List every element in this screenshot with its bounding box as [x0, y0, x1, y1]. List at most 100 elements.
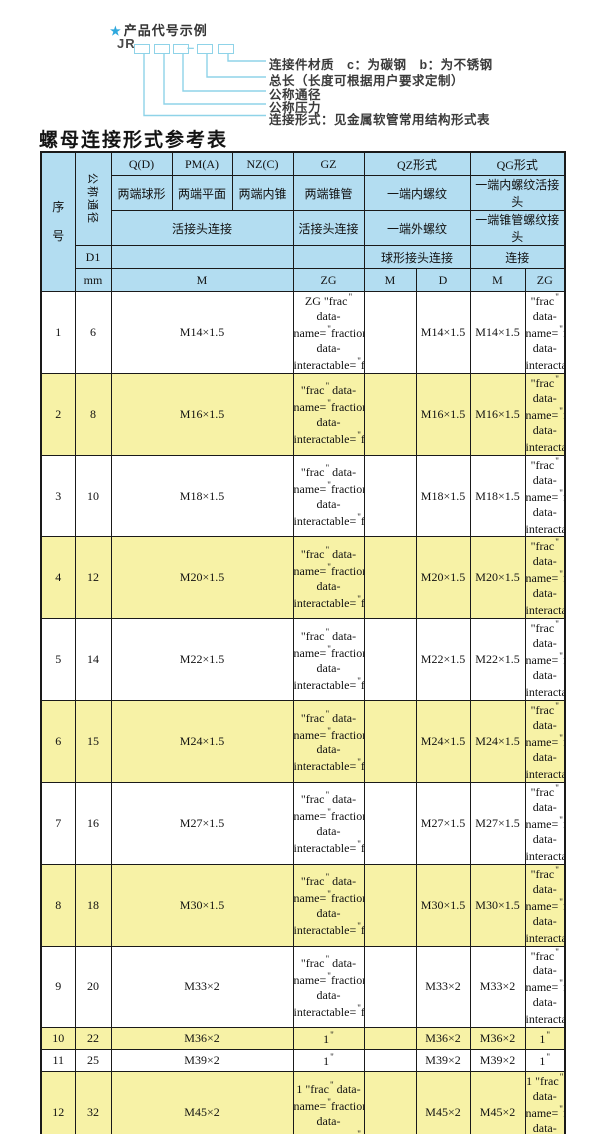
header-pma: PM(A)	[172, 152, 232, 176]
cell-qz-d: M36×2	[416, 1028, 470, 1050]
inch-mark: "	[555, 456, 559, 466]
cell-serial: 3	[41, 455, 75, 537]
inch-mark: "	[325, 709, 329, 719]
inch-mark: "	[357, 1003, 361, 1013]
inch-mark: "	[325, 872, 329, 882]
inch-mark: "	[301, 465, 306, 479]
cell-qz-d: M20×1.5	[416, 537, 470, 619]
inch-mark: "	[327, 889, 331, 899]
cell-m: M36×2	[111, 1028, 293, 1050]
cell-qg-zg: "frac" data-name="fraction" data-interac…	[525, 782, 565, 864]
cell-qg-m: M24×1.5	[470, 701, 525, 783]
inch-mark: "	[325, 381, 329, 391]
header-empty-cell	[111, 246, 293, 269]
header-row-2: 两端球形 两端平面 两端内锥 两端锥管 一端内螺纹 一端内螺纹活接头	[41, 176, 565, 211]
cell-mm: 18	[75, 864, 111, 946]
cell-qz-d: M16×1.5	[416, 373, 470, 455]
cell-qg-m: M27×1.5	[470, 782, 525, 864]
header-qd: Q(D)	[111, 152, 172, 176]
cell-qz-m	[364, 1072, 416, 1134]
cell-qz-m	[364, 455, 416, 537]
header-qg-form: QG形式	[470, 152, 565, 176]
cell-m: M20×1.5	[111, 537, 293, 619]
cell-qz-m	[364, 373, 416, 455]
inch-mark: "	[531, 621, 536, 635]
cell-m: M27×1.5	[111, 782, 293, 864]
header-both-ends-inner-cone: 两端内锥	[232, 176, 293, 211]
cell-m: M16×1.5	[111, 373, 293, 455]
header-gz: GZ	[293, 152, 364, 176]
inch-mark: "	[531, 294, 536, 308]
inch-mark: "	[357, 356, 361, 366]
cell-serial: 2	[41, 373, 75, 455]
inch-mark: "	[555, 947, 559, 957]
header-qz-form: QZ形式	[364, 152, 470, 176]
cell-serial: 4	[41, 537, 75, 619]
cell-qg-m: M45×2	[470, 1072, 525, 1134]
header-one-end-female-union: 一端内螺纹活接头	[470, 176, 565, 211]
cell-zg: 1"	[293, 1050, 364, 1072]
header-row-4: D1 球形接头连接 连接	[41, 246, 565, 269]
cell-qz-d: M14×1.5	[416, 292, 470, 374]
inch-mark: "	[327, 480, 331, 490]
header-empty-cell	[293, 246, 364, 269]
inch-mark: "	[555, 783, 559, 793]
inch-mark: "	[327, 324, 331, 334]
header-both-ends-flat: 两端平面	[172, 176, 232, 211]
cell-serial: 1	[41, 292, 75, 374]
header-serial-label: 序号	[52, 193, 64, 251]
cell-serial: 7	[41, 782, 75, 864]
header-one-end-male-thread: 一端外螺纹	[364, 211, 470, 246]
inch-mark: "	[559, 324, 563, 334]
cell-zg: 1 "frac" data-name="fraction" data-inter…	[293, 1072, 364, 1134]
cell-mm: 16	[75, 782, 111, 864]
inch-mark: "	[555, 701, 559, 711]
header-connection: 连接	[470, 246, 565, 269]
inch-mark: "	[324, 294, 329, 308]
cell-zg: "frac" data-name="fraction" data-interac…	[293, 537, 364, 619]
inch-mark: "	[325, 627, 329, 637]
inch-mark: "	[357, 921, 361, 931]
cell-mm: 6	[75, 292, 111, 374]
inch-mark: "	[559, 815, 563, 825]
cell-zg: "frac" data-name="fraction" data-interac…	[293, 946, 364, 1028]
header-one-end-female-thread: 一端内螺纹	[364, 176, 470, 211]
cell-qz-m	[364, 537, 416, 619]
cell-mm: 22	[75, 1028, 111, 1050]
cell-zg: "frac" data-name="fraction" data-interac…	[293, 782, 364, 864]
inch-mark: "	[531, 948, 536, 962]
header-row-3: 活接头连接 活接头连接 一端外螺纹 一端锥管螺纹接头	[41, 211, 565, 246]
inch-mark: "	[555, 292, 559, 302]
inch-mark: "	[357, 512, 361, 522]
header-qg-m: M	[470, 269, 525, 292]
cell-m: M24×1.5	[111, 701, 293, 783]
cell-qg-zg: 1 "frac" data-name="fraction" data-inter…	[525, 1072, 565, 1134]
cell-qz-m	[364, 701, 416, 783]
cell-qg-zg: "frac" data-name="fraction" data-interac…	[525, 864, 565, 946]
inch-mark: "	[531, 785, 536, 799]
header-m-span: M	[111, 269, 293, 292]
inch-mark: "	[357, 757, 361, 767]
cell-qz-m	[364, 946, 416, 1028]
inch-mark: "	[327, 807, 331, 817]
inch-mark: "	[559, 569, 563, 579]
cell-m: M45×2	[111, 1072, 293, 1134]
cell-qz-m	[364, 292, 416, 374]
inch-mark: "	[301, 792, 306, 806]
inch-mark: "	[555, 865, 559, 875]
inch-mark: "	[330, 1052, 334, 1062]
inch-mark: "	[325, 790, 329, 800]
cell-m: M39×2	[111, 1050, 293, 1072]
header-both-ends-taper-pipe: 两端锥管	[293, 176, 364, 211]
cell-qz-d: M30×1.5	[416, 864, 470, 946]
inch-mark: "	[560, 1072, 564, 1082]
